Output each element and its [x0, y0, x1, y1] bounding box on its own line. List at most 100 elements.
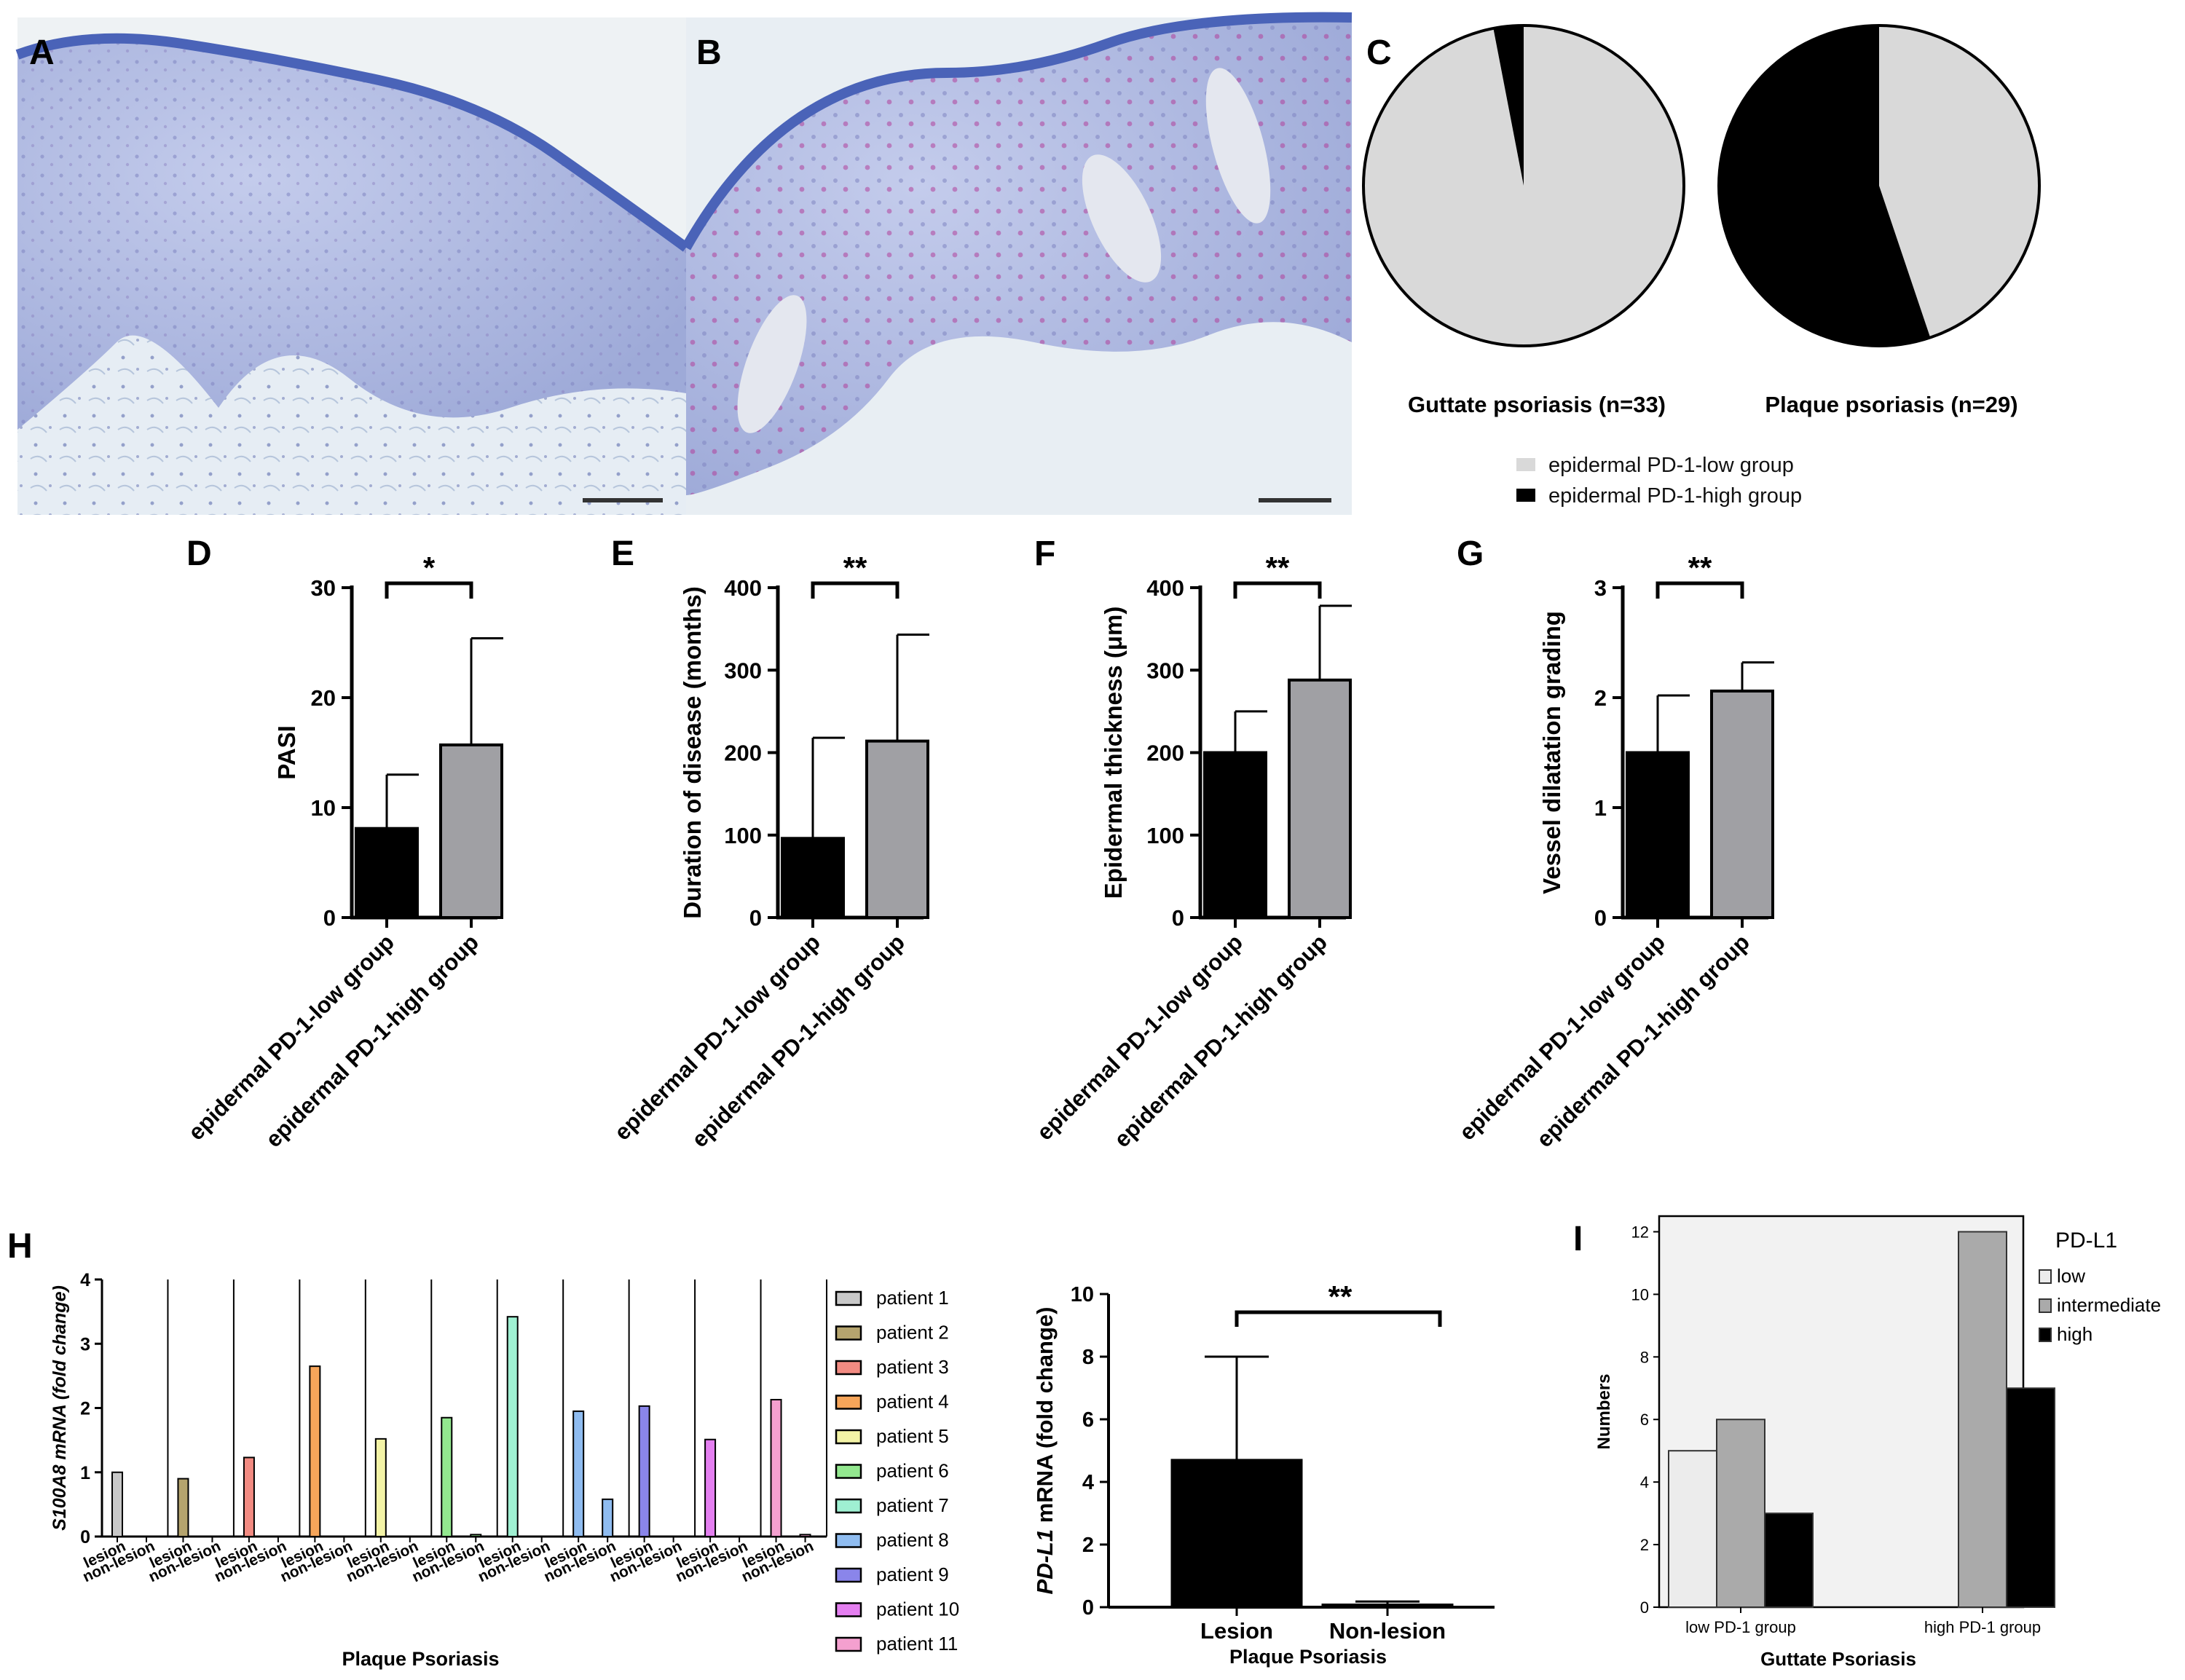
y-axis-label: Vessel dilatation grading: [1538, 611, 1565, 894]
panel-letter-c: C: [1366, 33, 1392, 72]
x-tick-label: low PD-1 group: [1685, 1618, 1796, 1636]
bar: [355, 827, 419, 919]
legend-label: patient 2: [876, 1322, 949, 1344]
bar: [865, 739, 929, 920]
y-tick-label: 2: [80, 1399, 90, 1419]
legend-swatch: [2039, 1328, 2052, 1342]
bar: [638, 1405, 650, 1538]
y-tick-label: 300: [1146, 658, 1184, 683]
legend-label-high: epidermal PD-1-high group: [1548, 484, 1802, 508]
legend-label: patient 11: [876, 1633, 958, 1655]
y-axis-label-gene: S100A8: [50, 1464, 70, 1530]
y-tick-label: 20: [311, 685, 336, 711]
y-axis-label: Epidermal thickness (μm): [1100, 607, 1127, 899]
y-tick-label: 4: [1082, 1471, 1094, 1494]
significance-bracket: [385, 581, 473, 599]
panel-letter: D: [186, 535, 212, 573]
significance-bracket: [811, 581, 899, 599]
legend-label: patient 3: [876, 1356, 949, 1378]
pie-slice: [1718, 25, 1931, 346]
bar: [1288, 678, 1352, 920]
legend-label: high: [2057, 1323, 2093, 1345]
bar: [111, 1471, 123, 1537]
legend-c: epidermal PD-1-low group epidermal PD-1-…: [1516, 454, 1802, 508]
legend-swatch: [835, 1533, 862, 1548]
y-tick-label: 1: [80, 1463, 90, 1483]
y-tick-label: 8: [1082, 1346, 1094, 1369]
bar: [441, 1416, 453, 1538]
bar: [2006, 1387, 2055, 1609]
panel-letter-b: B: [696, 33, 722, 72]
legend-swatch: [835, 1567, 862, 1583]
y-axis-label-gene: PD-L1: [1032, 1529, 1058, 1595]
significance-bracket: [1235, 1310, 1442, 1327]
legend-label: patient 5: [876, 1425, 949, 1447]
y-tick-label: 6: [1640, 1411, 1649, 1429]
legend-swatch: [835, 1395, 862, 1410]
bar: [1668, 1450, 1717, 1608]
x-tick-label: high PD-1 group: [1924, 1618, 2041, 1636]
panel-letter-a: A: [29, 33, 55, 72]
significance-marker: *: [423, 551, 436, 585]
x-tick-label: Lesion: [1200, 1618, 1273, 1644]
bar: [243, 1456, 255, 1538]
legend-label-low: epidermal PD-1-low group: [1548, 454, 1794, 477]
pie-chart-c: Guttate psoriasis (n=33) Plaque psoriasis…: [1362, 24, 2041, 417]
y-axis-label: PD-L1 mRNA (fold change): [1032, 1307, 1058, 1595]
bar: [770, 1399, 782, 1537]
y-tick-label: 10: [1071, 1283, 1094, 1306]
legend-label: patient 10: [876, 1598, 959, 1620]
legend-title: PD-L1: [2055, 1229, 2117, 1253]
legend-swatch: [835, 1290, 862, 1306]
y-tick-label: 0: [749, 905, 762, 931]
legend-label: patient 7: [876, 1494, 949, 1516]
y-tick-label: 3: [1594, 575, 1607, 601]
legend-label: patient 8: [876, 1529, 949, 1551]
y-tick-label: 0: [1082, 1596, 1094, 1620]
legend-swatch: [835, 1429, 862, 1445]
legend-swatch: [835, 1464, 862, 1479]
bar: [602, 1498, 614, 1537]
y-tick-label: 300: [724, 658, 762, 683]
bar: [1710, 689, 1774, 919]
y-axis-label-unit: mRNA (fold change): [1032, 1307, 1058, 1529]
legend-swatch: [835, 1360, 862, 1376]
y-tick-label: 30: [311, 575, 336, 601]
significance-marker: **: [843, 551, 867, 585]
bar: [572, 1410, 585, 1537]
y-tick-label: 400: [724, 575, 762, 601]
significance-bracket: [1656, 581, 1744, 599]
y-tick-label: 0: [1172, 905, 1184, 931]
y-tick-label: 200: [1146, 741, 1184, 766]
y-tick-label: 100: [724, 823, 762, 848]
bar: [439, 743, 503, 919]
panel-letter: F: [1034, 535, 1055, 573]
bar: [1626, 751, 1690, 919]
bar: [1958, 1231, 2007, 1608]
x-axis-label: Plaque Psoriasis: [342, 1648, 499, 1670]
bar: [781, 837, 845, 920]
y-tick-label: 0: [1640, 1598, 1649, 1617]
y-axis-label-unit: mRNA (fold change): [50, 1285, 70, 1464]
y-tick-label: 200: [724, 741, 762, 766]
y-axis-label: PASI: [273, 725, 300, 780]
legend-swatch-high: [1516, 489, 1535, 502]
y-tick-label: 6: [1082, 1408, 1094, 1432]
legend-label: patient 4: [876, 1391, 949, 1413]
panel-i: I 0 2 4 6 8 10 12 Numbers low PD-1 group high PD-1…: [1573, 1215, 2161, 1670]
pie-slice: [1879, 25, 2039, 338]
pie-outline: [1717, 24, 2041, 347]
panel-letter: G: [1457, 535, 1484, 573]
y-tick-label: 2: [1594, 685, 1607, 711]
bar: [1203, 751, 1267, 919]
pie-label: Plaque psoriasis (n=29): [1765, 392, 2017, 417]
panel-letter: H: [7, 1227, 33, 1266]
significance-marker: **: [1688, 551, 1712, 585]
legend-label: patient 6: [876, 1460, 949, 1482]
y-tick-label: 10: [311, 795, 336, 821]
y-tick-label: 1: [1594, 795, 1607, 821]
y-tick-label: 100: [1146, 823, 1184, 848]
